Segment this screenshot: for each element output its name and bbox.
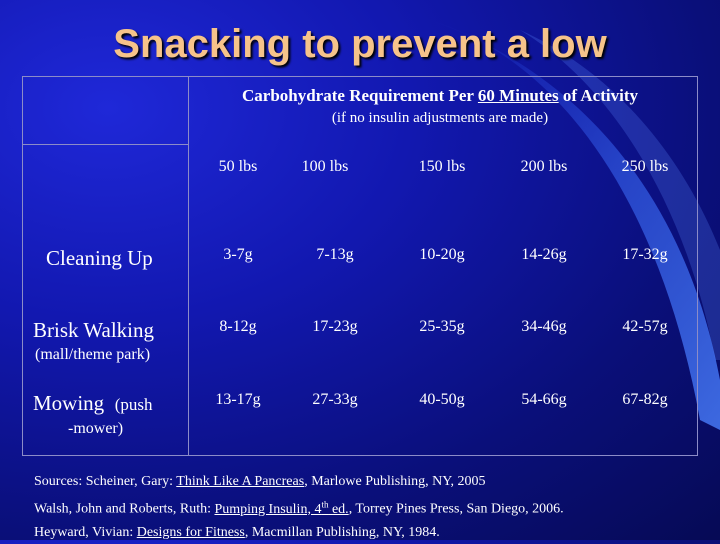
table-cell: 7-13g: [316, 246, 354, 263]
carb-table: [22, 76, 698, 456]
row-label-mowing: Mowing (push: [33, 391, 153, 415]
table-cell: 13-17g: [215, 391, 261, 408]
source-line: Heyward, Vivian: Designs for Fitness, Ma…: [34, 524, 440, 540]
table-cell: 14-26g: [521, 246, 567, 263]
table-cell: 8-12g: [219, 318, 257, 335]
sources-list: Sources: Scheiner, Gary: Think Like A Pa…: [34, 470, 714, 544]
table-cell: 34-46g: [521, 318, 567, 335]
table-subheader: (if no insulin adjustments are made): [331, 110, 549, 126]
row-label-cleaning: Cleaning Up: [46, 246, 153, 270]
table-cell: 17-32g: [622, 246, 668, 263]
table-cell: 67-82g: [622, 391, 668, 408]
table-cell: 17-23g: [312, 318, 358, 335]
row-sublabel-mowing: -mower): [68, 420, 124, 437]
table-cell: 54-66g: [521, 391, 567, 408]
source-line: Sources: Scheiner, Gary: Think Like A Pa…: [34, 474, 486, 489]
page-title: Snacking to prevent a low: [113, 22, 607, 66]
table-header: Carbohydrate Requirement Per 60 Minutes …: [242, 86, 638, 105]
table-cell: 25-35g: [419, 318, 465, 335]
table-cell: 3-7g: [223, 246, 253, 263]
column-header: 200 lbs: [520, 158, 568, 175]
column-header: 50 lbs: [218, 158, 258, 175]
table-divider: [188, 77, 189, 455]
row-label-walking: Brisk Walking: [33, 318, 155, 342]
table-cell: 42-57g: [622, 318, 668, 335]
table-cell: 40-50g: [419, 391, 465, 408]
column-header: 150 lbs: [418, 158, 466, 175]
table-cell: 27-33g: [312, 391, 358, 408]
table-cell: 10-20g: [419, 246, 465, 263]
source-line: Walsh, John and Roberts, Ruth: Pumping I…: [34, 499, 564, 517]
column-header: 100 lbs: [301, 158, 349, 175]
table-divider: [23, 144, 188, 145]
column-header: 250 lbs: [621, 158, 669, 175]
row-sublabel-walking: (mall/theme park): [35, 346, 151, 363]
